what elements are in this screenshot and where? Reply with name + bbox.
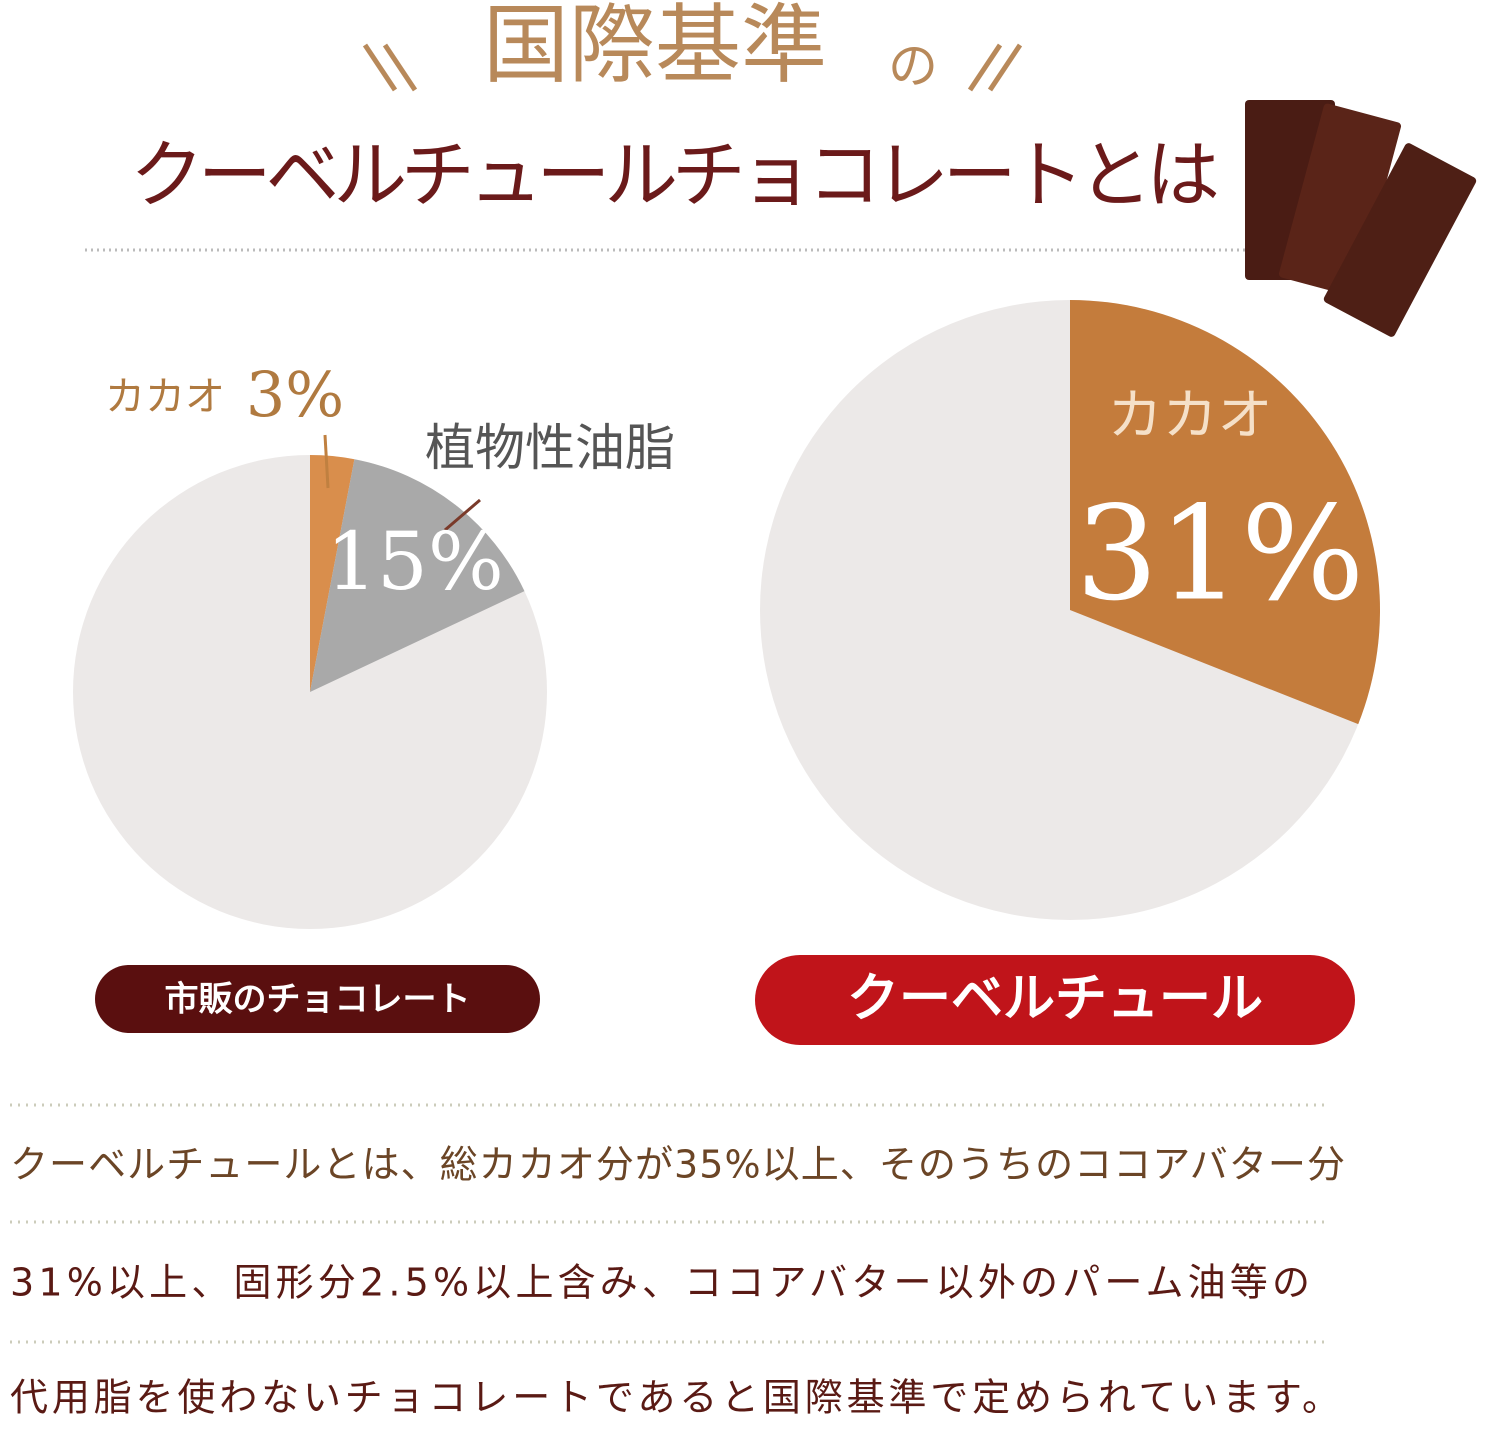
pie-slice <box>310 459 525 692</box>
header-subtitle: クーベルチュールチョコレートとは <box>130 133 1220 219</box>
slice-category: カカオ <box>105 374 225 420</box>
pie-slice <box>310 455 355 692</box>
header-title: 国際基準 <box>483 0 827 96</box>
body-line: 代用脂を使わないチョコレートであると国際基準で定められています。 <box>10 1376 1340 1420</box>
pie-slice <box>1070 300 1381 725</box>
chart-title-pill <box>95 965 540 1033</box>
chart-title: 市販のチョコレート <box>165 980 471 1020</box>
leader-line <box>323 434 330 489</box>
slice-category: カカオ <box>1107 383 1272 447</box>
slice-value-label: 3% <box>246 358 344 431</box>
header-particle: の <box>888 37 938 95</box>
title-slashes <box>362 43 1023 92</box>
slice-value-label: 15% <box>326 515 504 608</box>
body-line: クーベルチュールとは、総カカオ分が35%以上、そのうちのココアバター分 <box>10 1143 1345 1187</box>
chart-title: クーベルチュール <box>847 969 1263 1029</box>
chocolate-bars <box>1245 100 1477 337</box>
body-dividers <box>10 1103 1325 1344</box>
body-line: 31%以上、固形分2.5%以上含み、ココアバター以外のパーム油等の <box>10 1261 1310 1305</box>
slice-category: 植物性油脂 <box>425 419 675 477</box>
chart-title-pill <box>755 955 1355 1045</box>
slice-value-label: 31% <box>1076 478 1365 630</box>
leader-line <box>444 498 481 532</box>
